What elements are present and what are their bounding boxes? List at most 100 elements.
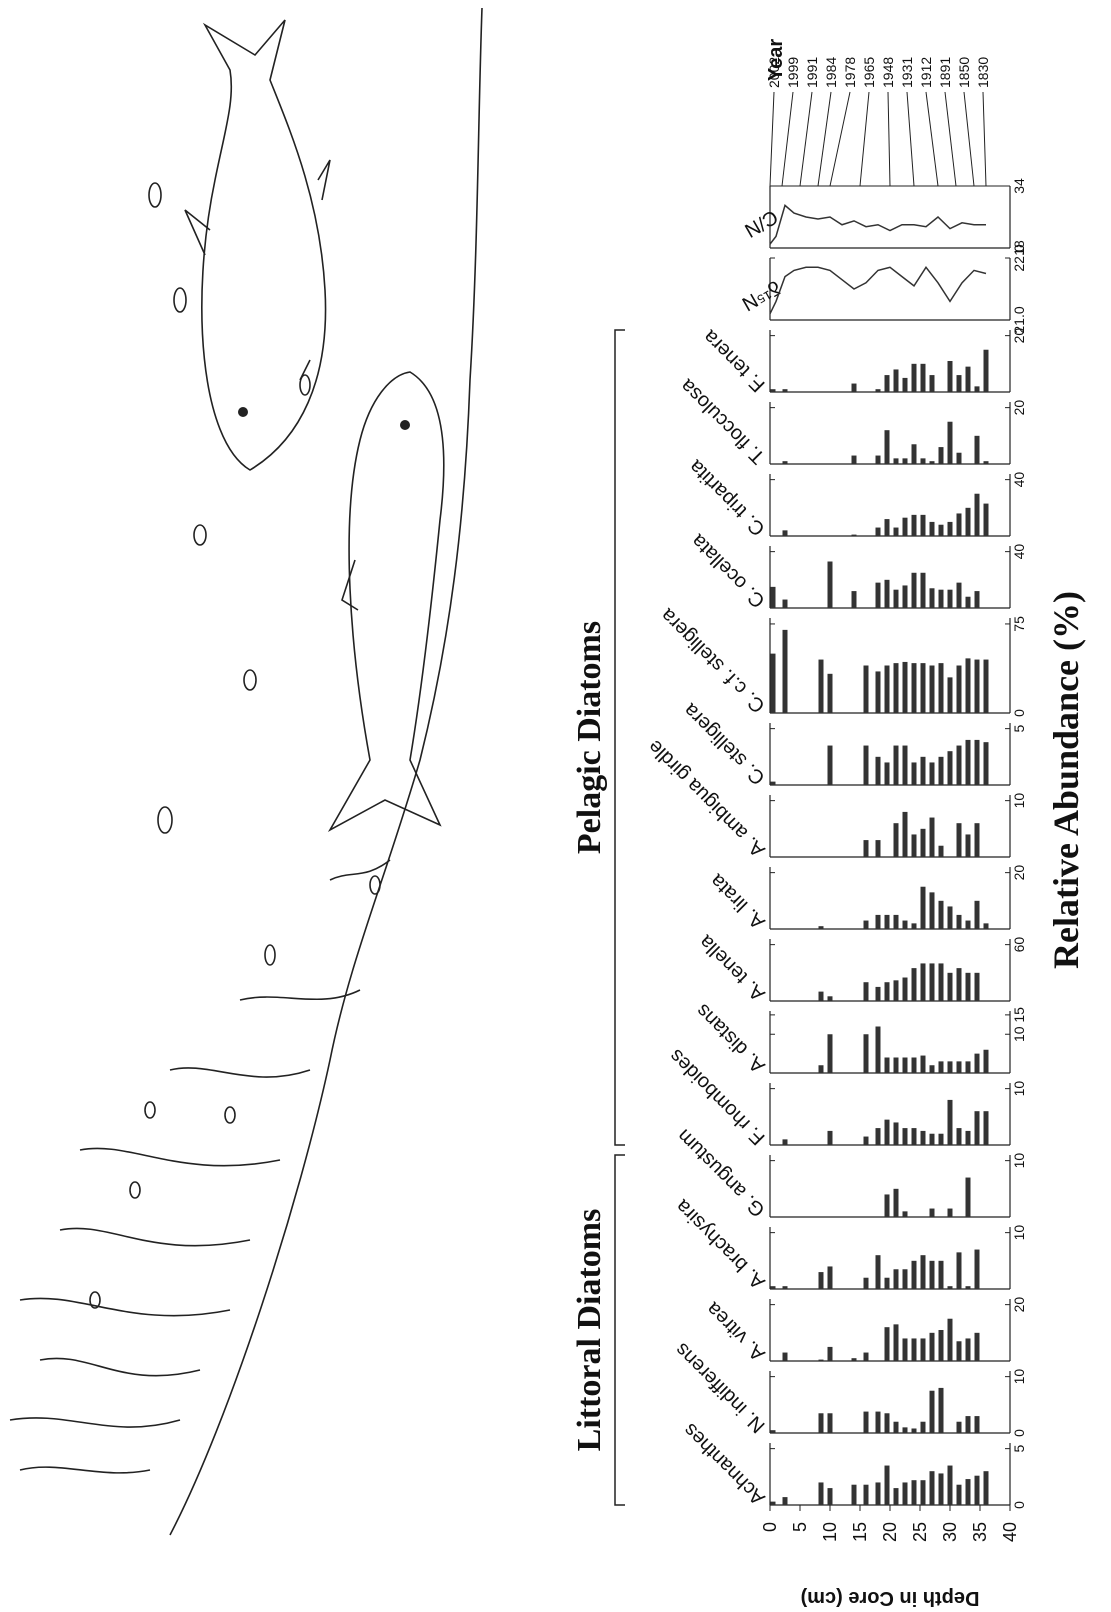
- bar: [920, 363, 926, 392]
- tick-label: 5: [1011, 725, 1027, 733]
- bar: [902, 1057, 908, 1073]
- bar: [911, 1338, 917, 1361]
- bar: [911, 572, 917, 608]
- bar: [938, 447, 944, 464]
- bar: [884, 375, 890, 392]
- bar: [827, 1346, 833, 1361]
- depth-tick-label: 40: [1000, 1522, 1020, 1542]
- year-leader: [817, 91, 832, 187]
- bar: [911, 444, 917, 464]
- bar: [974, 659, 980, 713]
- bar: [929, 1065, 935, 1073]
- depth-tick-label: 15: [850, 1522, 870, 1542]
- bar: [782, 461, 788, 464]
- bar: [956, 513, 962, 536]
- year-leader: [887, 91, 891, 187]
- bar: [965, 507, 971, 536]
- bar: [902, 977, 908, 1001]
- value-axis-label: Relative Abundance (%): [1046, 591, 1086, 969]
- tick-label: 10: [1011, 1081, 1027, 1097]
- bar: [929, 1332, 935, 1361]
- bar: [893, 1421, 899, 1433]
- bar: [956, 1252, 962, 1289]
- bar: [965, 1286, 971, 1289]
- bar: [893, 1324, 899, 1361]
- bar: [818, 991, 824, 1001]
- bar: [920, 514, 926, 536]
- year-leader: [781, 91, 794, 187]
- bar: [902, 585, 908, 608]
- bar: [938, 1387, 944, 1433]
- bar: [974, 1416, 980, 1433]
- panel-label: C/N: [741, 205, 782, 241]
- bar: [956, 1128, 962, 1145]
- tick-label: 21.0: [1011, 306, 1027, 333]
- bar: [770, 781, 776, 785]
- bar: [920, 756, 926, 785]
- bar: [827, 745, 833, 785]
- bar: [863, 840, 869, 857]
- bar: [863, 665, 869, 713]
- bar: [911, 1480, 917, 1505]
- bar: [884, 1327, 890, 1361]
- bar: [947, 751, 953, 785]
- bar: [827, 1413, 833, 1433]
- group-label: Littoral Diatoms: [571, 1209, 608, 1452]
- year-tick-label: 1830: [975, 57, 991, 88]
- panel-label: A. distans: [692, 999, 770, 1077]
- bar: [902, 661, 908, 713]
- bar: [947, 361, 953, 392]
- bar: [911, 663, 917, 713]
- lake-bottom: [169, 7, 483, 1536]
- bar: [974, 1332, 980, 1361]
- year-leader: [982, 91, 987, 187]
- depth-tick-label: 30: [940, 1522, 960, 1542]
- bar: [965, 972, 971, 1001]
- bar: [911, 968, 917, 1001]
- bar: [875, 455, 881, 464]
- depth-tick-label: 10: [820, 1522, 840, 1542]
- bar: [902, 920, 908, 929]
- year-tick-label: 1912: [918, 57, 934, 88]
- bar: [929, 1390, 935, 1433]
- bar: [884, 430, 890, 464]
- bar: [956, 914, 962, 929]
- bar: [902, 1338, 908, 1361]
- bar: [965, 739, 971, 785]
- bar: [947, 1465, 953, 1505]
- bar: [851, 591, 857, 608]
- bar: [938, 524, 944, 536]
- panel-label: C. c.f. stelligera: [656, 603, 770, 717]
- bar: [974, 900, 980, 929]
- bar: [902, 1427, 908, 1433]
- bar: [920, 1338, 926, 1361]
- bar: [920, 1255, 926, 1289]
- bar: [863, 1352, 869, 1361]
- tick-label: 22.0: [1011, 244, 1027, 271]
- bar: [920, 1480, 926, 1505]
- tick-label: 15: [1011, 1007, 1027, 1023]
- bar: [875, 1255, 881, 1289]
- bar: [782, 629, 788, 713]
- bar: [782, 599, 788, 608]
- bar: [911, 1428, 917, 1433]
- tick-label: 18: [1011, 240, 1027, 256]
- bar: [965, 1130, 971, 1145]
- bar: [884, 982, 890, 1001]
- bar: [875, 1026, 881, 1073]
- bar: [782, 530, 788, 536]
- bar: [818, 1272, 824, 1289]
- bar: [965, 1061, 971, 1073]
- year-leader: [769, 91, 775, 187]
- bar: [884, 665, 890, 713]
- bar: [893, 663, 899, 713]
- bar: [893, 589, 899, 608]
- bar: [911, 923, 917, 929]
- group-label: Pelagic Diatoms: [571, 621, 608, 854]
- bar: [983, 1049, 989, 1073]
- year-tick-label: 1948: [880, 57, 896, 88]
- tick-label: 0: [1011, 1429, 1027, 1437]
- bar: [938, 663, 944, 713]
- bar: [956, 582, 962, 608]
- bar: [965, 658, 971, 713]
